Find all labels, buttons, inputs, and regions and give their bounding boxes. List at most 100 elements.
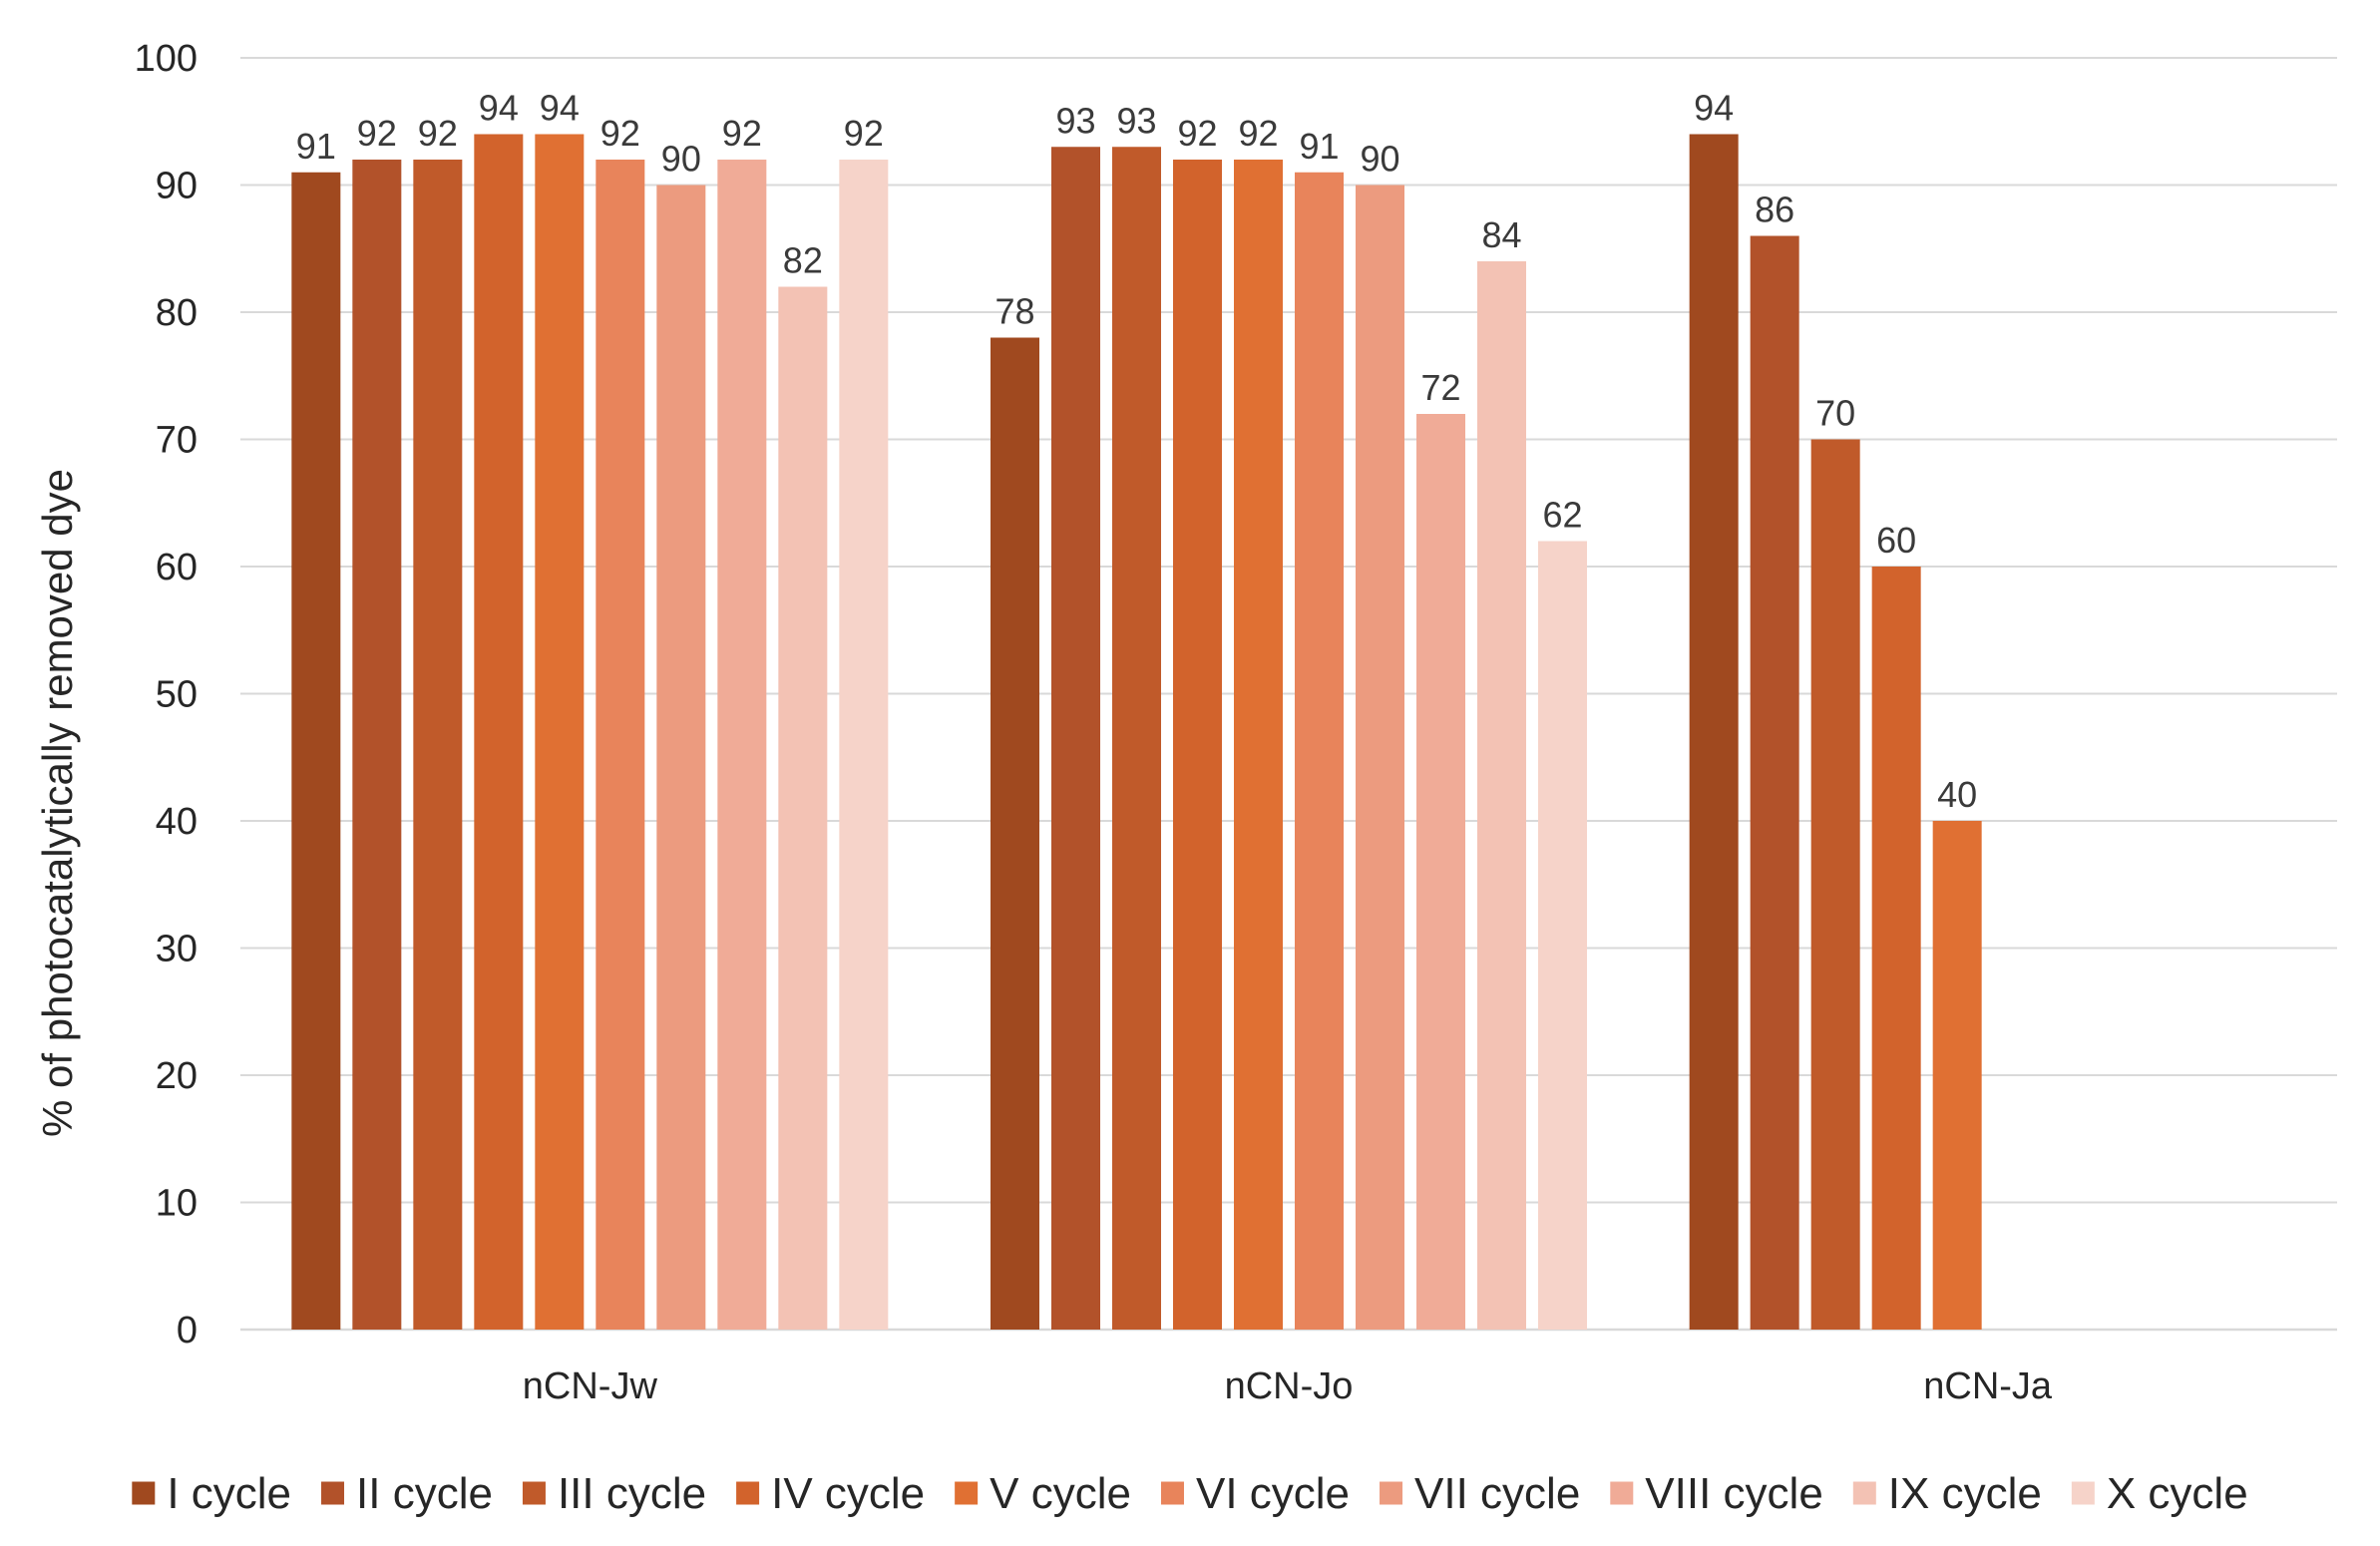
legend-swatch bbox=[736, 1481, 760, 1505]
x-category-label: nCN-Jw bbox=[523, 1365, 658, 1407]
legend-item: VI cycle bbox=[1160, 1469, 1350, 1518]
y-tick-label: 60 bbox=[156, 547, 198, 588]
y-tick-label: 70 bbox=[156, 420, 198, 462]
data-label: 78 bbox=[994, 291, 1034, 332]
data-label: 70 bbox=[1815, 393, 1855, 434]
data-label: 84 bbox=[1481, 214, 1521, 255]
x-axis-categories: nCN-Jw nCN-Jo nCN-Ja bbox=[523, 1365, 2053, 1407]
bar bbox=[839, 160, 889, 1330]
y-tick-label: 50 bbox=[156, 674, 198, 716]
bar bbox=[352, 160, 402, 1330]
bars bbox=[291, 134, 1982, 1330]
legend-item: X cycle bbox=[2071, 1469, 2248, 1518]
data-label: 91 bbox=[296, 126, 336, 167]
data-label: 62 bbox=[1542, 495, 1582, 536]
data-label: 92 bbox=[1238, 113, 1278, 154]
y-tick-label: 90 bbox=[156, 166, 198, 207]
bar bbox=[595, 160, 645, 1330]
bar bbox=[1112, 147, 1161, 1330]
bar bbox=[1416, 414, 1465, 1330]
bar bbox=[778, 286, 828, 1330]
data-label: 92 bbox=[600, 113, 640, 154]
data-label: 92 bbox=[1177, 113, 1217, 154]
legend-item: VIII cycle bbox=[1610, 1469, 1823, 1518]
data-label: 94 bbox=[1694, 88, 1734, 129]
data-label: 94 bbox=[540, 88, 580, 129]
legend-item: VII cycle bbox=[1380, 1469, 1580, 1518]
data-label: 90 bbox=[661, 139, 701, 180]
legend-label: VIII cycle bbox=[1645, 1469, 1823, 1518]
legend-item: V cycle bbox=[955, 1469, 1131, 1518]
data-label: 40 bbox=[1937, 774, 1977, 815]
bar bbox=[1538, 541, 1587, 1330]
data-label: 92 bbox=[357, 113, 397, 154]
bar bbox=[1051, 147, 1100, 1330]
data-label: 92 bbox=[844, 113, 884, 154]
bar bbox=[1477, 261, 1526, 1330]
x-category-label: nCN-Ja bbox=[1923, 1365, 2053, 1407]
data-label: 90 bbox=[1360, 139, 1399, 180]
bar bbox=[1173, 160, 1222, 1330]
bar bbox=[1689, 134, 1739, 1330]
gridlines bbox=[240, 57, 2337, 1332]
bar bbox=[1356, 185, 1404, 1330]
y-axis-title: % of photocatalytically removed dye bbox=[34, 469, 81, 1137]
data-label: 93 bbox=[1116, 100, 1156, 141]
legend-label: II cycle bbox=[356, 1469, 493, 1518]
bar bbox=[1750, 235, 1799, 1330]
legend-label: X cycle bbox=[2107, 1469, 2248, 1518]
data-label: 93 bbox=[1055, 100, 1095, 141]
legend-label: I cycle bbox=[167, 1469, 291, 1518]
y-tick-label: 40 bbox=[156, 801, 198, 843]
bar bbox=[474, 134, 524, 1330]
legend-swatch bbox=[321, 1481, 345, 1505]
data-label: 86 bbox=[1755, 190, 1794, 230]
legend-item: II cycle bbox=[321, 1469, 493, 1518]
legend-swatch bbox=[1852, 1481, 1876, 1505]
data-labels: 91 92 92 94 94 92 90 92 82 92 78 93 93 92 92 91 90 72 84 62… bbox=[296, 88, 1977, 816]
y-tick-label: 80 bbox=[156, 292, 198, 334]
legend-swatch bbox=[955, 1481, 979, 1505]
legend-swatch bbox=[1610, 1481, 1634, 1505]
legend-label: VI cycle bbox=[1196, 1469, 1350, 1518]
data-label: 60 bbox=[1876, 520, 1916, 561]
bar bbox=[535, 134, 585, 1330]
legend: I cycle II cycle III cycle IV cycle V cycle V… bbox=[132, 1469, 2248, 1518]
y-tick-label: 20 bbox=[156, 1055, 198, 1097]
bar bbox=[991, 337, 1039, 1330]
data-label: 82 bbox=[783, 240, 823, 281]
bar bbox=[1234, 160, 1283, 1330]
y-tick-label: 30 bbox=[156, 929, 198, 970]
bar bbox=[413, 160, 463, 1330]
y-tick-label: 100 bbox=[135, 38, 198, 80]
legend-item: IX cycle bbox=[1852, 1469, 2042, 1518]
y-tick-label: 10 bbox=[156, 1183, 198, 1225]
legend-label: V cycle bbox=[990, 1469, 1131, 1518]
bar bbox=[1932, 821, 1982, 1330]
bar bbox=[1810, 439, 1860, 1330]
legend-swatch bbox=[132, 1481, 156, 1505]
data-label: 94 bbox=[479, 88, 519, 129]
legend-swatch bbox=[2071, 1481, 2095, 1505]
y-axis-ticks: 0 10 20 30 40 50 60 70 80 90 100 bbox=[135, 38, 198, 1352]
legend-label: IX cycle bbox=[1888, 1469, 2042, 1518]
legend-label: VII cycle bbox=[1414, 1469, 1580, 1518]
data-label: 92 bbox=[418, 113, 458, 154]
y-tick-label: 0 bbox=[177, 1310, 198, 1352]
legend-item: I cycle bbox=[132, 1469, 291, 1518]
bar bbox=[717, 160, 767, 1330]
data-label: 92 bbox=[722, 113, 762, 154]
legend-label: III cycle bbox=[558, 1469, 706, 1518]
legend-item: IV cycle bbox=[736, 1469, 925, 1518]
legend-swatch bbox=[522, 1481, 546, 1505]
data-label: 72 bbox=[1420, 367, 1460, 408]
legend-label: IV cycle bbox=[771, 1469, 925, 1518]
bar bbox=[1871, 567, 1921, 1330]
bar bbox=[1295, 172, 1344, 1330]
bar bbox=[656, 185, 706, 1330]
x-category-label: nCN-Jo bbox=[1225, 1365, 1354, 1407]
legend-item: III cycle bbox=[522, 1469, 706, 1518]
bar bbox=[291, 172, 341, 1330]
data-label: 91 bbox=[1299, 126, 1339, 167]
